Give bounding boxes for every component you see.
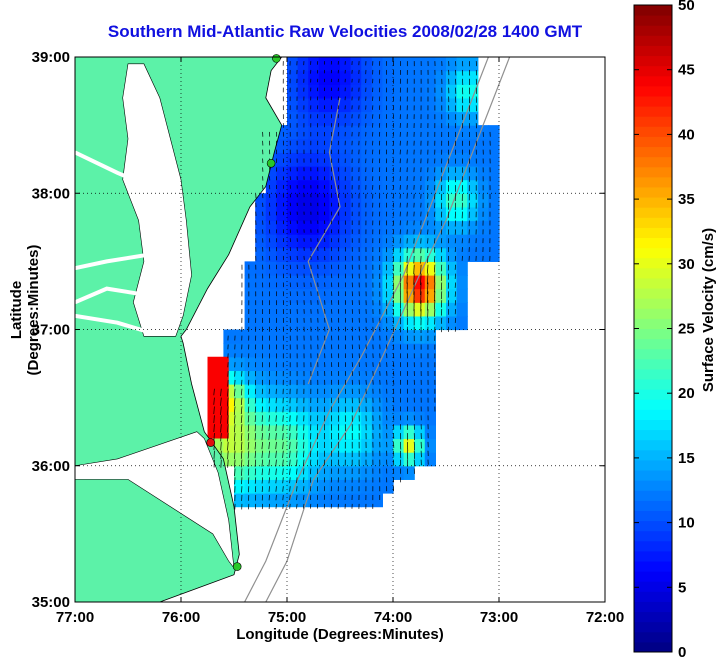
grid <box>75 57 605 602</box>
y-tick-label: 39:00 <box>32 49 70 66</box>
colorbar-label: Surface Velocity (cm/s) <box>700 227 717 393</box>
y-tick-label: 36:00 <box>32 458 70 475</box>
colorbar-tick-label: 10 <box>678 515 695 532</box>
radar-station <box>266 158 276 168</box>
colorbar-tick-label: 35 <box>678 191 695 208</box>
radar-station <box>232 562 242 571</box>
colorbar-tick-label: 15 <box>678 450 695 467</box>
colorbar-tick-label: 5 <box>678 579 686 596</box>
velocity-field <box>207 57 500 508</box>
y-tick-label: 35:00 <box>32 594 70 611</box>
radar-stations <box>206 54 281 571</box>
colorbar-tick-label: 25 <box>678 321 695 338</box>
x-tick-label: 74:00 <box>374 609 412 626</box>
y-tick-label: 37:00 <box>32 322 70 339</box>
colorbar-tick-label: 45 <box>678 62 695 79</box>
map-title: Southern Mid-Atlantic Raw Velocities 200… <box>107 22 583 41</box>
colorbar: 0 5 10 15 20 25 30 35 40 45 50 <box>633 0 695 659</box>
colorbar-tick-label: 50 <box>678 0 695 14</box>
x-tick-label: 72:00 <box>586 609 624 626</box>
colorbar-tick-label: 40 <box>678 126 695 143</box>
radar-station <box>272 54 281 63</box>
y-tick-label: 38:00 <box>32 185 70 202</box>
x-tick-label: 73:00 <box>480 609 518 626</box>
land <box>75 57 283 602</box>
colorbar-tick-label: 0 <box>678 644 686 659</box>
colorbar-tick-label: 20 <box>678 385 695 402</box>
velocity-vectors <box>213 61 491 510</box>
colorbar-tick-label: 30 <box>678 256 695 273</box>
x-tick-label: 76:00 <box>162 609 200 626</box>
y-axis-label: Latitude (Degrees:Minutes) <box>8 244 42 376</box>
x-axis-label: Longitude (Degrees:Minutes) <box>236 626 444 643</box>
x-tick-label: 77:00 <box>56 609 94 626</box>
x-tick-label: 75:00 <box>268 609 306 626</box>
radar-station <box>206 438 215 447</box>
